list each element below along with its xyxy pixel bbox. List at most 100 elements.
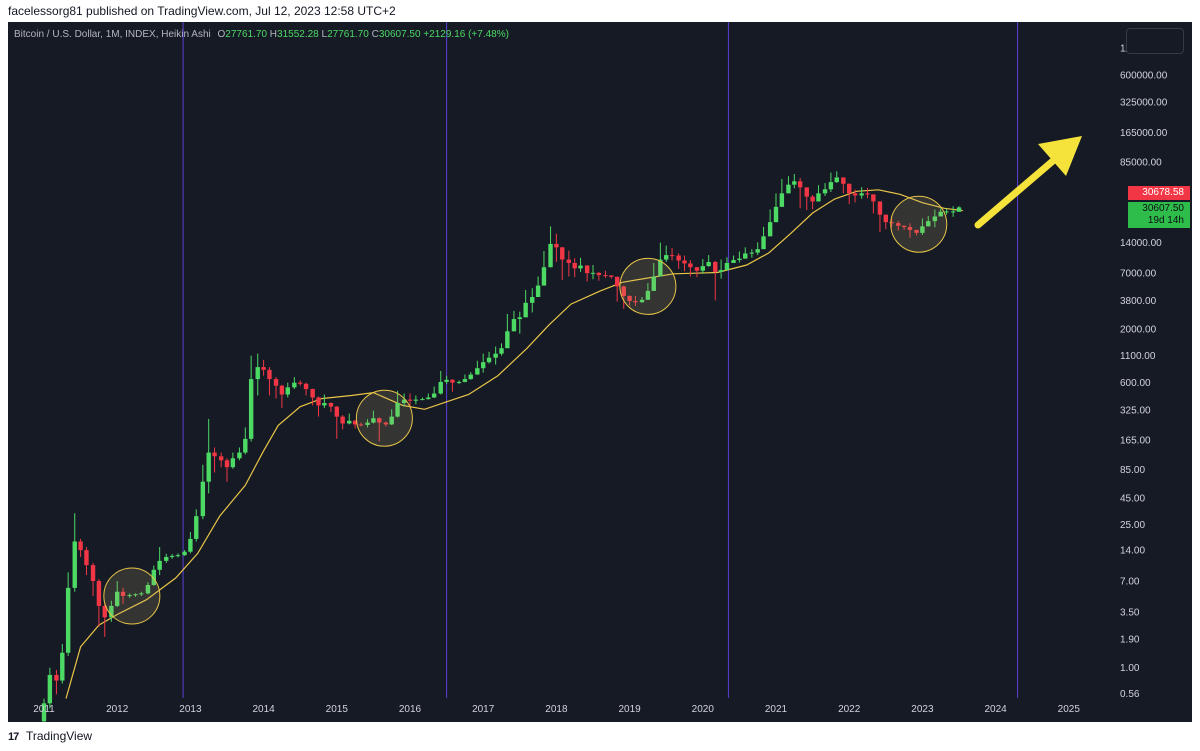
candle-body bbox=[475, 368, 480, 375]
candle-body bbox=[676, 255, 681, 261]
candle-body bbox=[413, 399, 419, 401]
y-tick-label: 1.00 bbox=[1120, 663, 1140, 674]
candle-body bbox=[603, 275, 608, 277]
candle-body bbox=[889, 222, 894, 224]
candle-body bbox=[60, 652, 65, 681]
y-tick-label: 325.00 bbox=[1120, 405, 1151, 416]
y-tick-label: 0.56 bbox=[1120, 689, 1140, 700]
x-tick-label: 2016 bbox=[399, 704, 422, 715]
candle-body bbox=[212, 452, 217, 457]
chart-panel[interactable]: 1100000.00600000.00325000.00165000.00850… bbox=[8, 22, 1192, 722]
candle-body bbox=[444, 379, 449, 382]
candle-body bbox=[767, 222, 773, 237]
candle-body bbox=[456, 381, 462, 383]
y-tick-label: 3.50 bbox=[1120, 607, 1140, 618]
candle-body bbox=[724, 262, 730, 271]
candle-body bbox=[718, 270, 724, 272]
candle-body bbox=[407, 399, 413, 401]
candle-body bbox=[841, 177, 846, 184]
legend-open-value: 27761.70 bbox=[225, 29, 268, 40]
candle-body bbox=[706, 261, 711, 267]
candle-body bbox=[395, 403, 400, 417]
candle-body bbox=[938, 211, 943, 217]
candle-body bbox=[255, 367, 260, 380]
candle-body bbox=[871, 194, 876, 202]
legend-low-value: 27761.70 bbox=[327, 29, 369, 40]
candle-body bbox=[72, 541, 77, 588]
legend-low-label: L bbox=[321, 29, 328, 40]
moving-average-line bbox=[65, 189, 963, 699]
candle-body bbox=[139, 593, 144, 595]
candle-body bbox=[530, 297, 535, 303]
candle-body bbox=[486, 357, 492, 363]
candle-body bbox=[828, 182, 834, 190]
legend-change-value: +2129.16 (+7.48%) bbox=[423, 29, 509, 40]
candle-body bbox=[145, 584, 151, 594]
candle-body bbox=[96, 581, 102, 606]
candle-body bbox=[932, 216, 938, 222]
candle-body bbox=[627, 295, 632, 301]
candle-body bbox=[596, 272, 602, 276]
candle-body bbox=[535, 285, 541, 298]
candle-body bbox=[779, 193, 785, 207]
candle-body bbox=[688, 263, 693, 268]
y-tick-label: 2000.00 bbox=[1120, 325, 1157, 336]
candle-body bbox=[877, 201, 883, 215]
candle-body bbox=[462, 379, 468, 382]
x-tick-label: 2020 bbox=[692, 704, 715, 715]
y-tick-label: 45.00 bbox=[1120, 494, 1145, 505]
candle-body bbox=[292, 382, 297, 388]
candle-body bbox=[773, 206, 779, 223]
candle-body bbox=[243, 438, 248, 453]
candle-body bbox=[694, 267, 700, 271]
legend-open-label: O bbox=[217, 29, 226, 40]
candle-body bbox=[505, 331, 510, 349]
tradingview-logo-text: TradingView bbox=[26, 729, 93, 743]
candle-body bbox=[639, 299, 645, 303]
candle-body bbox=[273, 379, 279, 386]
candle-body bbox=[438, 381, 443, 394]
candle-body bbox=[285, 387, 290, 395]
candle-body bbox=[65, 587, 71, 653]
candle-body bbox=[450, 379, 455, 383]
legend-high-label: H bbox=[269, 29, 278, 40]
candle-body bbox=[420, 399, 425, 401]
candle-body bbox=[164, 556, 169, 561]
high-price-tag: 30678.58 bbox=[1128, 186, 1190, 200]
footer-bar: 17 TradingView bbox=[0, 722, 1200, 751]
current-price-tag: 30607.50 19d 14h bbox=[1128, 202, 1190, 228]
candle-body bbox=[523, 302, 528, 318]
y-tick-label: 3800.00 bbox=[1120, 296, 1157, 307]
chart-menu-button[interactable] bbox=[1126, 28, 1184, 54]
x-tick-label: 2018 bbox=[545, 704, 568, 715]
y-tick-label: 85.00 bbox=[1120, 465, 1145, 476]
highlight-circle bbox=[619, 257, 677, 315]
candle-body bbox=[151, 569, 156, 585]
y-tick-label: 325000.00 bbox=[1120, 98, 1168, 109]
candle-body bbox=[883, 214, 888, 223]
candle-body bbox=[481, 362, 486, 369]
candle-body bbox=[737, 258, 742, 261]
legend-title: Bitcoin / U.S. Dollar, 1M, INDEX, Heikin… bbox=[14, 29, 211, 40]
candle-body bbox=[572, 262, 577, 269]
candle-body bbox=[901, 225, 907, 228]
candle-body bbox=[493, 353, 498, 358]
candle-body bbox=[340, 416, 345, 424]
candle-body bbox=[133, 594, 138, 596]
candle-body bbox=[169, 555, 175, 557]
candle-body bbox=[334, 406, 339, 417]
trend-arrow-head bbox=[1038, 136, 1082, 176]
candle-body bbox=[206, 452, 211, 482]
x-tick-label: 2012 bbox=[106, 704, 129, 715]
candle-body bbox=[267, 369, 272, 380]
candle-body bbox=[633, 300, 638, 303]
candle-body bbox=[914, 229, 919, 233]
candle-body bbox=[157, 560, 162, 570]
price-chart[interactable]: 1100000.00600000.00325000.00165000.00850… bbox=[8, 22, 1192, 722]
candle-body bbox=[322, 403, 327, 406]
tradingview-logo[interactable]: 17 TradingView bbox=[8, 729, 92, 743]
candle-body bbox=[200, 481, 206, 517]
candle-body bbox=[310, 389, 315, 398]
candle-body bbox=[248, 379, 254, 439]
candle-body bbox=[614, 276, 620, 287]
